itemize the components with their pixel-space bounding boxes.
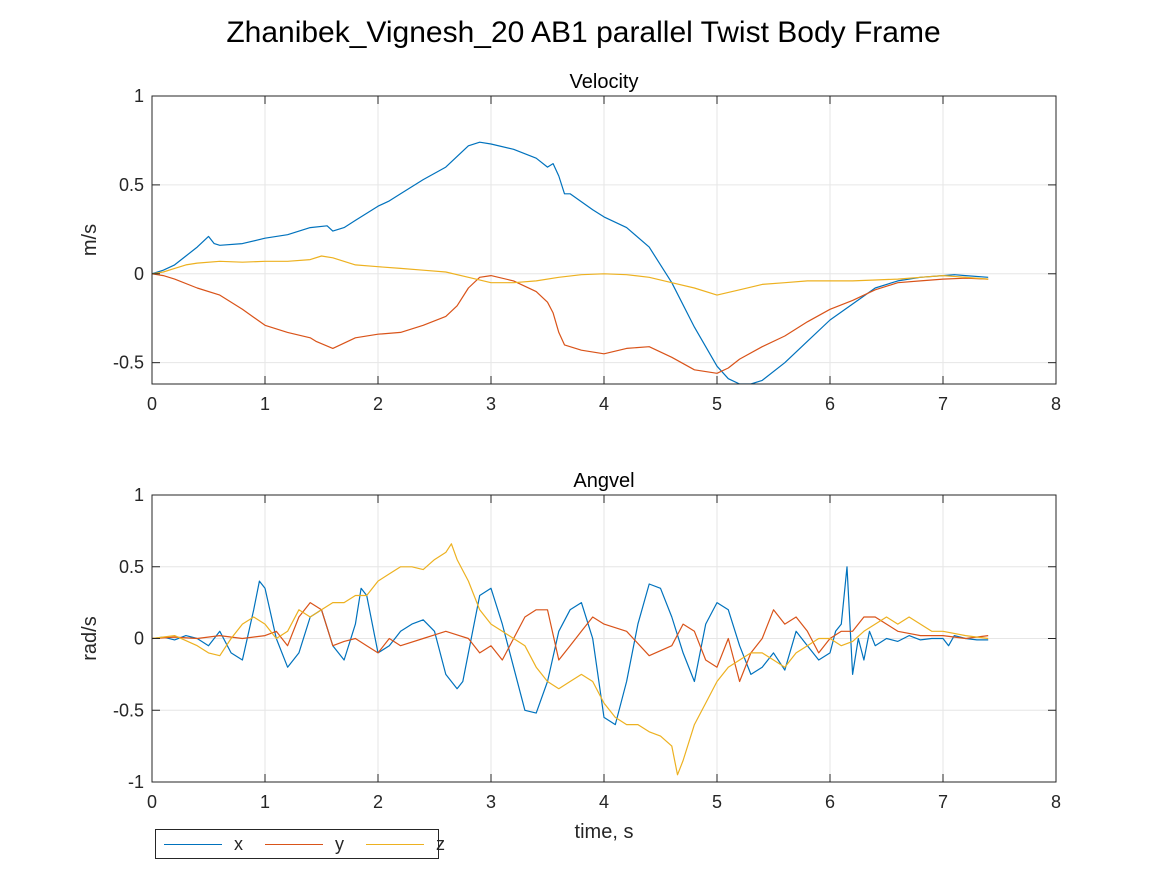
legend-swatch-y <box>265 843 323 845</box>
series-line-y <box>152 601 989 683</box>
legend-item-z: z <box>366 834 445 855</box>
x-tick-label: 3 <box>486 394 496 414</box>
x-tick-label: 0 <box>147 792 157 812</box>
legend-item-x: x <box>164 834 243 855</box>
legend-swatch-z <box>366 843 424 845</box>
x-tick-label: 5 <box>712 394 722 414</box>
y-tick-label: -0.5 <box>113 700 144 720</box>
y-tick-label: 0 <box>134 264 144 284</box>
y-tick-label: 0.5 <box>119 175 144 195</box>
x-tick-label: 6 <box>825 394 835 414</box>
x-tick-label: 1 <box>260 394 270 414</box>
x-tick-label: 3 <box>486 792 496 812</box>
subplot-title: Angvel <box>573 470 634 492</box>
x-tick-label: 5 <box>712 792 722 812</box>
y-tick-label: 1 <box>134 485 144 505</box>
x-tick-label: 1 <box>260 792 270 812</box>
legend-label-y: y <box>335 833 344 854</box>
y-axis-label: rad/s <box>79 616 101 660</box>
y-tick-label: -1 <box>128 772 144 792</box>
subplot-1: 0 1 2 3 4 5 6 7 8 -0.5 0 0.5 1 Velocity m/s <box>79 71 1061 414</box>
legend: x y z <box>155 829 445 859</box>
x-axis-label: time, s <box>575 821 634 843</box>
legend-item-y: y <box>265 834 344 855</box>
subplot-title: Velocity <box>570 71 639 93</box>
y-tick-label: -0.5 <box>113 353 144 373</box>
figure-title: Zhanibek_Vignesh_20 AB1 parallel Twist B… <box>226 16 941 49</box>
y-tick-label: 0.5 <box>119 557 144 577</box>
legend-label-z: z <box>436 833 445 854</box>
legend-swatch-x <box>164 843 222 845</box>
y-tick-label: 1 <box>134 86 144 106</box>
x-tick-label: 7 <box>938 792 948 812</box>
y-axis-label: m/s <box>79 224 101 256</box>
x-tick-label: 4 <box>599 394 609 414</box>
series-line-x <box>152 141 989 384</box>
series-line-z <box>152 543 989 776</box>
subplot-2: 0 1 2 3 4 5 6 7 8 -1 -0.5 0 0.5 1 Angvel rad/s time, s <box>79 470 1061 843</box>
x-tick-label: 6 <box>825 792 835 812</box>
y-tick-label: 0 <box>134 629 144 649</box>
legend-label-x: x <box>234 833 243 854</box>
series-line-y <box>152 273 989 374</box>
x-tick-label: 2 <box>373 394 383 414</box>
series-line-x <box>152 566 989 726</box>
x-tick-label: 4 <box>599 792 609 812</box>
x-tick-label: 8 <box>1051 394 1061 414</box>
x-tick-label: 2 <box>373 792 383 812</box>
x-tick-label: 8 <box>1051 792 1061 812</box>
series-line-z <box>152 255 989 296</box>
x-tick-label: 0 <box>147 394 157 414</box>
x-tick-label: 7 <box>938 394 948 414</box>
